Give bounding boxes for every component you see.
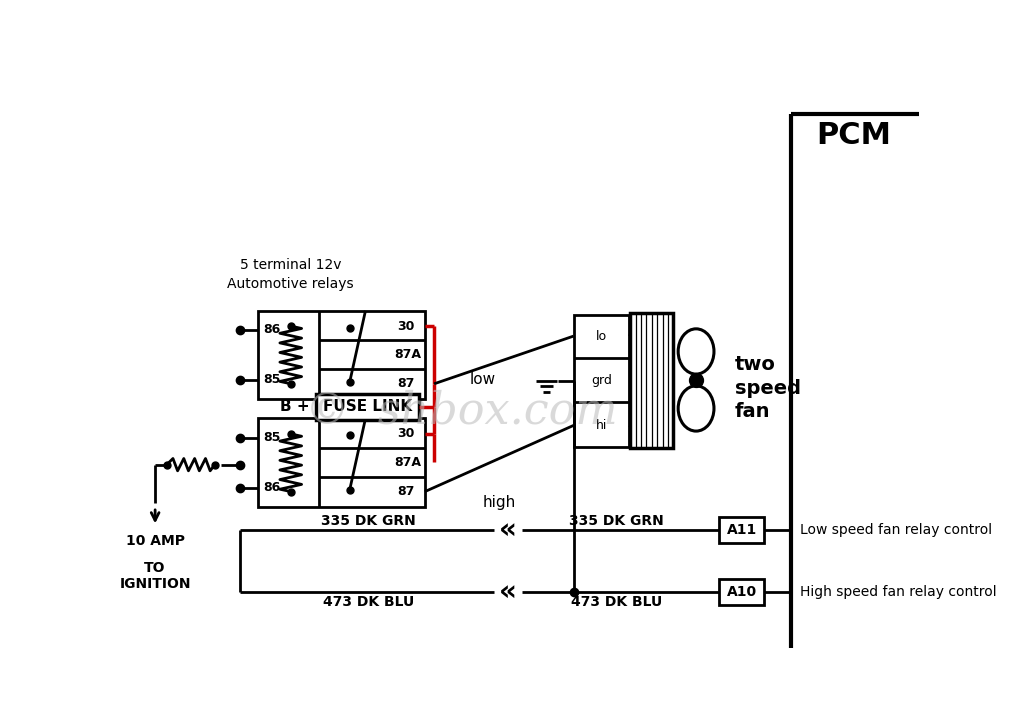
Text: Low speed fan relay control: Low speed fan relay control	[800, 523, 992, 537]
Text: PCM: PCM	[817, 121, 892, 149]
Text: two
speed
fan: two speed fan	[735, 355, 801, 422]
Text: 85: 85	[263, 431, 281, 444]
Text: hi: hi	[596, 419, 607, 432]
Text: 335 DK GRN: 335 DK GRN	[569, 514, 664, 528]
Text: 335 DK GRN: 335 DK GRN	[321, 514, 416, 528]
Text: 87: 87	[396, 485, 414, 498]
Text: low: low	[470, 372, 496, 387]
Text: 86: 86	[263, 481, 281, 494]
Text: A11: A11	[727, 523, 757, 537]
Text: lo: lo	[596, 330, 607, 343]
Text: High speed fan relay control: High speed fan relay control	[800, 585, 996, 598]
Text: «: «	[499, 516, 517, 544]
Ellipse shape	[678, 329, 714, 374]
Text: 10 AMP: 10 AMP	[126, 534, 184, 548]
Bar	[316, 394, 420, 420]
Text: A10: A10	[727, 585, 757, 598]
Text: grd: grd	[591, 374, 612, 387]
Text: 30: 30	[396, 320, 414, 333]
Text: ©  shbox.com: © shbox.com	[305, 389, 617, 432]
Text: 473 DK BLU: 473 DK BLU	[323, 596, 414, 609]
Bar	[258, 311, 425, 399]
Text: 86: 86	[263, 323, 281, 336]
Text: 87A: 87A	[394, 348, 421, 361]
Text: TO
IGNITION: TO IGNITION	[120, 561, 190, 591]
Bar	[719, 579, 764, 605]
Text: «: «	[499, 578, 517, 606]
Text: 87A: 87A	[394, 456, 421, 469]
Text: FUSE LINK: FUSE LINK	[324, 400, 413, 414]
Text: high: high	[482, 495, 516, 510]
Text: B +: B +	[280, 400, 309, 414]
Text: 5 terminal 12v
Automotive relays: 5 terminal 12v Automotive relays	[227, 258, 354, 291]
Text: 473 DK BLU: 473 DK BLU	[570, 596, 662, 609]
Text: 85: 85	[263, 373, 281, 387]
Bar	[630, 313, 673, 448]
Bar	[573, 314, 630, 447]
Text: 87: 87	[396, 377, 414, 390]
Bar	[258, 419, 425, 507]
Ellipse shape	[678, 386, 714, 431]
Text: 30: 30	[396, 427, 414, 440]
Bar	[719, 517, 764, 543]
